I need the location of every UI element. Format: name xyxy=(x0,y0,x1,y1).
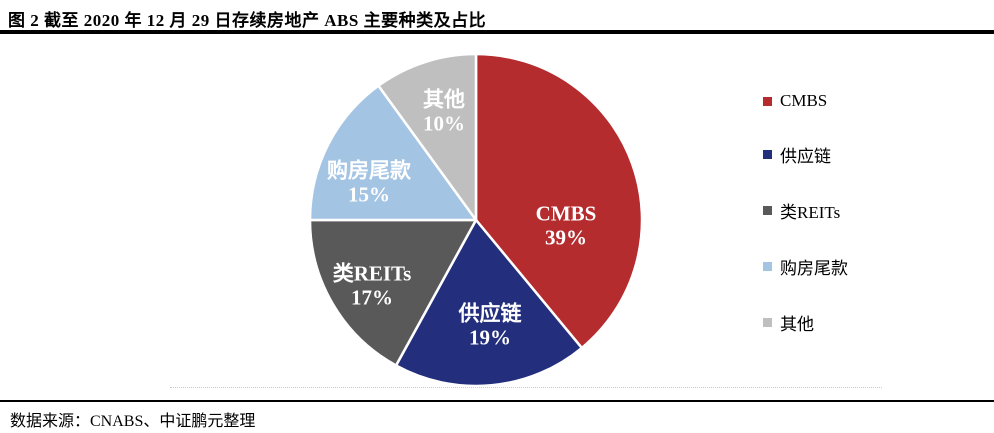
footer-divider xyxy=(0,400,994,402)
slice-percent-text: 17% xyxy=(350,285,393,309)
legend-item-other: 其他 xyxy=(763,310,848,335)
title-divider xyxy=(0,30,994,34)
pie-slice-housing-balance xyxy=(308,84,478,222)
pie-slice-other xyxy=(377,52,478,222)
pie-slice-cmbs xyxy=(474,52,644,350)
data-source-note: 数据来源：CNABS、中证鹏元整理 xyxy=(10,413,256,430)
pie-slice-quasi-reits xyxy=(308,218,478,367)
legend-item-cmbs: CMBS xyxy=(763,91,848,111)
slice-category-text: 其他 xyxy=(423,87,465,112)
slice-percent-text: 19% xyxy=(469,325,511,349)
slice-percent-text: 10% xyxy=(423,111,465,135)
legend: CMBS 供应链类REITs 购房尾款其他 xyxy=(763,91,848,335)
legend-label: 类REITs xyxy=(780,203,841,222)
pie-slice-label-cmbs: CMBS 39% xyxy=(536,202,597,249)
legend-label: 其他 xyxy=(780,315,814,334)
pie-slice-label-housing-balance: 购房尾款 15% xyxy=(327,159,411,206)
chart-baseline-dotted xyxy=(170,387,882,388)
slice-category-text: 类REITs xyxy=(332,261,412,286)
legend-marker-housing-balance xyxy=(763,262,772,271)
slice-category-text: 供应链 xyxy=(458,301,522,326)
legend-label: CMBS xyxy=(780,91,828,110)
slice-percent-text: 39% xyxy=(545,225,587,249)
legend-marker-cmbs xyxy=(763,96,772,106)
pie-slice-label-supply-chain: 供应链 19% xyxy=(459,302,522,349)
legend-item-quasi-reits: 类REITs xyxy=(763,198,848,223)
legend-marker-supply-chain xyxy=(763,150,772,159)
slice-category-text: CMBS xyxy=(535,201,597,226)
slice-percent-text: 15% xyxy=(348,182,390,206)
legend-item-supply-chain: 供应链 xyxy=(763,142,848,167)
pie-slice-label-other: 其他 10% xyxy=(423,88,465,135)
figure-title: 图 2 截至 2020 年 12 月 29 日存续房地产 ABS 主要种类及占比 xyxy=(8,11,487,30)
legend-label: 供应链 xyxy=(780,147,831,166)
legend-marker-other xyxy=(763,318,772,327)
legend-label: 购房尾款 xyxy=(780,259,848,278)
legend-item-housing-balance: 购房尾款 xyxy=(763,254,848,279)
pie-slice-supply-chain xyxy=(394,218,584,388)
slice-category-text: 购房尾款 xyxy=(327,158,411,183)
pie-slice-label-quasi-reits: 类REITs 17% xyxy=(333,262,412,309)
legend-marker-quasi-reits xyxy=(763,206,772,215)
